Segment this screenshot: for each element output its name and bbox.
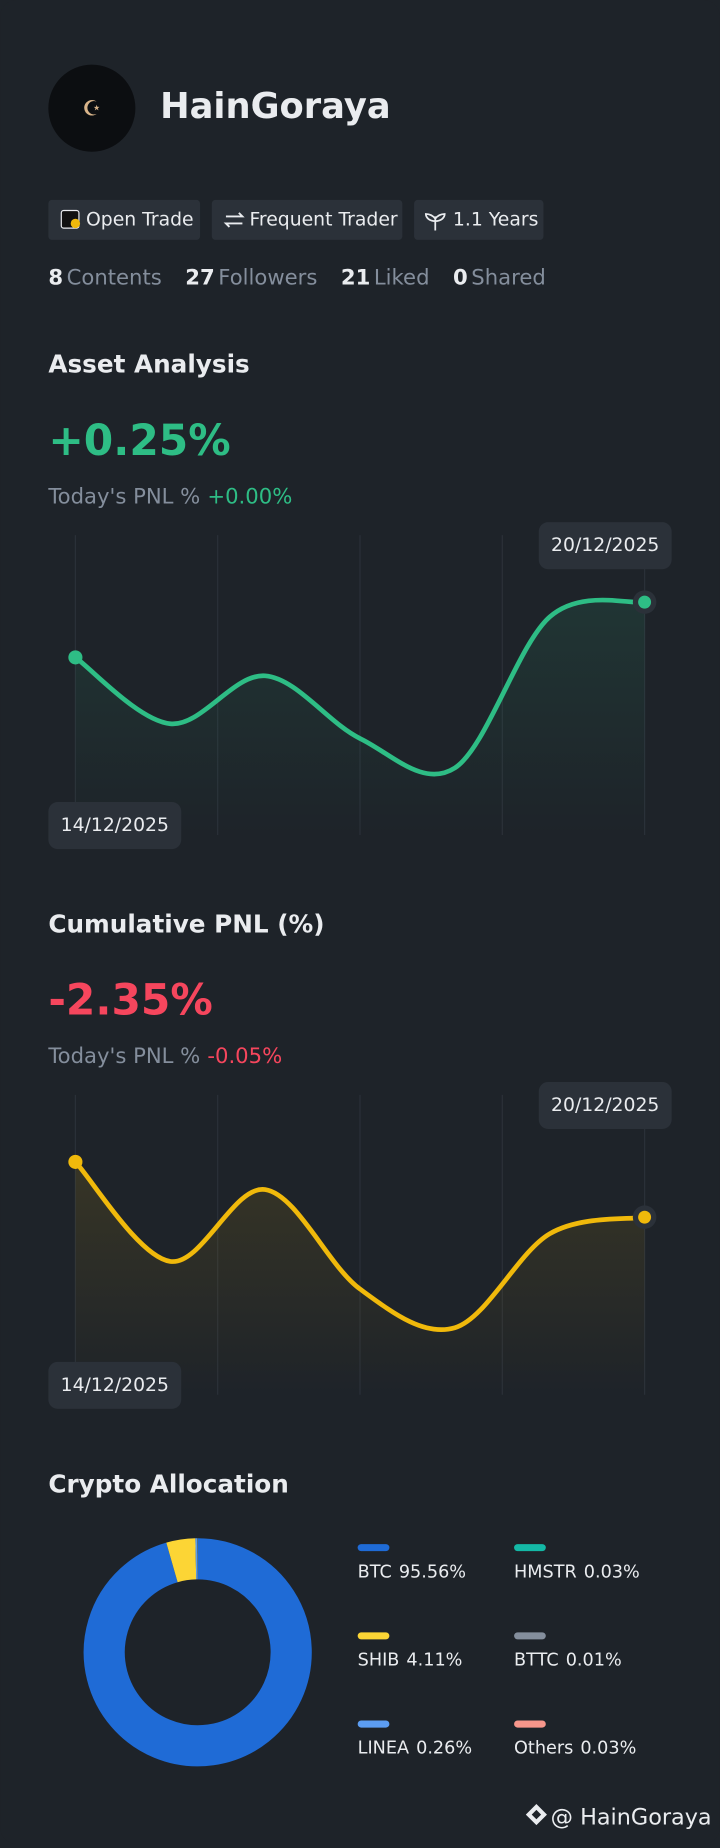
legend-name: BTC: [358, 1562, 392, 1582]
legend-value: 4.11%: [406, 1651, 462, 1671]
legend-value: 95.56%: [399, 1562, 466, 1582]
tag-icon: [71, 219, 80, 228]
point: [638, 596, 651, 609]
legend-swatch: [358, 1632, 390, 1639]
legend-entry: SHIB 4.11%: [358, 1651, 463, 1671]
today-label: Today's PNL %: [47, 483, 200, 508]
legend-swatch: [358, 1544, 390, 1551]
legend-swatch: [514, 1632, 546, 1639]
username: HainGoraya: [160, 86, 391, 127]
point: [68, 650, 82, 664]
legend-entry: BTTC 0.01%: [514, 1651, 622, 1671]
stat-count: 21: [341, 265, 370, 290]
date-label: 20/12/2025: [551, 535, 659, 556]
date-label: 14/12/2025: [61, 815, 169, 836]
tag-label: Frequent Trader: [249, 209, 397, 230]
legend-name: SHIB: [358, 1651, 400, 1671]
legend-value: 0.26%: [416, 1739, 472, 1759]
section-title: Cumulative PNL (%): [48, 910, 324, 939]
today-pnl: Today's PNL % -0.05%: [47, 1043, 282, 1068]
legend-value: 0.01%: [566, 1651, 622, 1671]
today-pnl: Today's PNL % +0.00%: [47, 483, 292, 508]
legend-name: BTTC: [514, 1651, 559, 1671]
tag-label: 1.1 Years: [453, 209, 538, 230]
section-title: Crypto Allocation: [48, 1469, 289, 1498]
stat-label: Followers: [218, 265, 317, 290]
legend-name: Others: [514, 1739, 573, 1759]
section-title: Asset Analysis: [48, 350, 249, 379]
stat-label: Liked: [374, 265, 430, 290]
legend-name: HMSTR: [514, 1562, 577, 1582]
legend-swatch: [514, 1721, 546, 1728]
headline-value: -2.35%: [48, 976, 212, 1025]
stat-count: 0: [453, 265, 468, 290]
stat-count: 27: [185, 265, 214, 290]
legend-swatch: [514, 1544, 546, 1551]
stat-count: 8: [48, 265, 63, 290]
legend-entry: BTC 95.56%: [358, 1562, 466, 1582]
today-label: Today's PNL %: [47, 1043, 200, 1068]
stat-label: Contents: [67, 265, 162, 290]
donut-segment: [172, 1559, 196, 1563]
date-label: 20/12/2025: [551, 1095, 659, 1116]
tag-label: Open Trade: [86, 209, 194, 230]
today-value: +0.00%: [207, 483, 292, 508]
stat-label: Shared: [471, 265, 545, 290]
legend-value: 0.03%: [580, 1739, 636, 1759]
avatar-art: ☪: [82, 95, 101, 120]
headline-value: +0.25%: [48, 416, 230, 465]
date-label: 14/12/2025: [61, 1375, 169, 1396]
legend-swatch: [358, 1721, 390, 1728]
footer-handle: @ HainGoraya: [551, 1805, 712, 1831]
point: [638, 1211, 651, 1224]
legend-value: 0.03%: [584, 1562, 640, 1582]
today-value: -0.05%: [207, 1043, 282, 1068]
legend-name: LINEA: [358, 1739, 409, 1759]
point: [68, 1155, 82, 1169]
